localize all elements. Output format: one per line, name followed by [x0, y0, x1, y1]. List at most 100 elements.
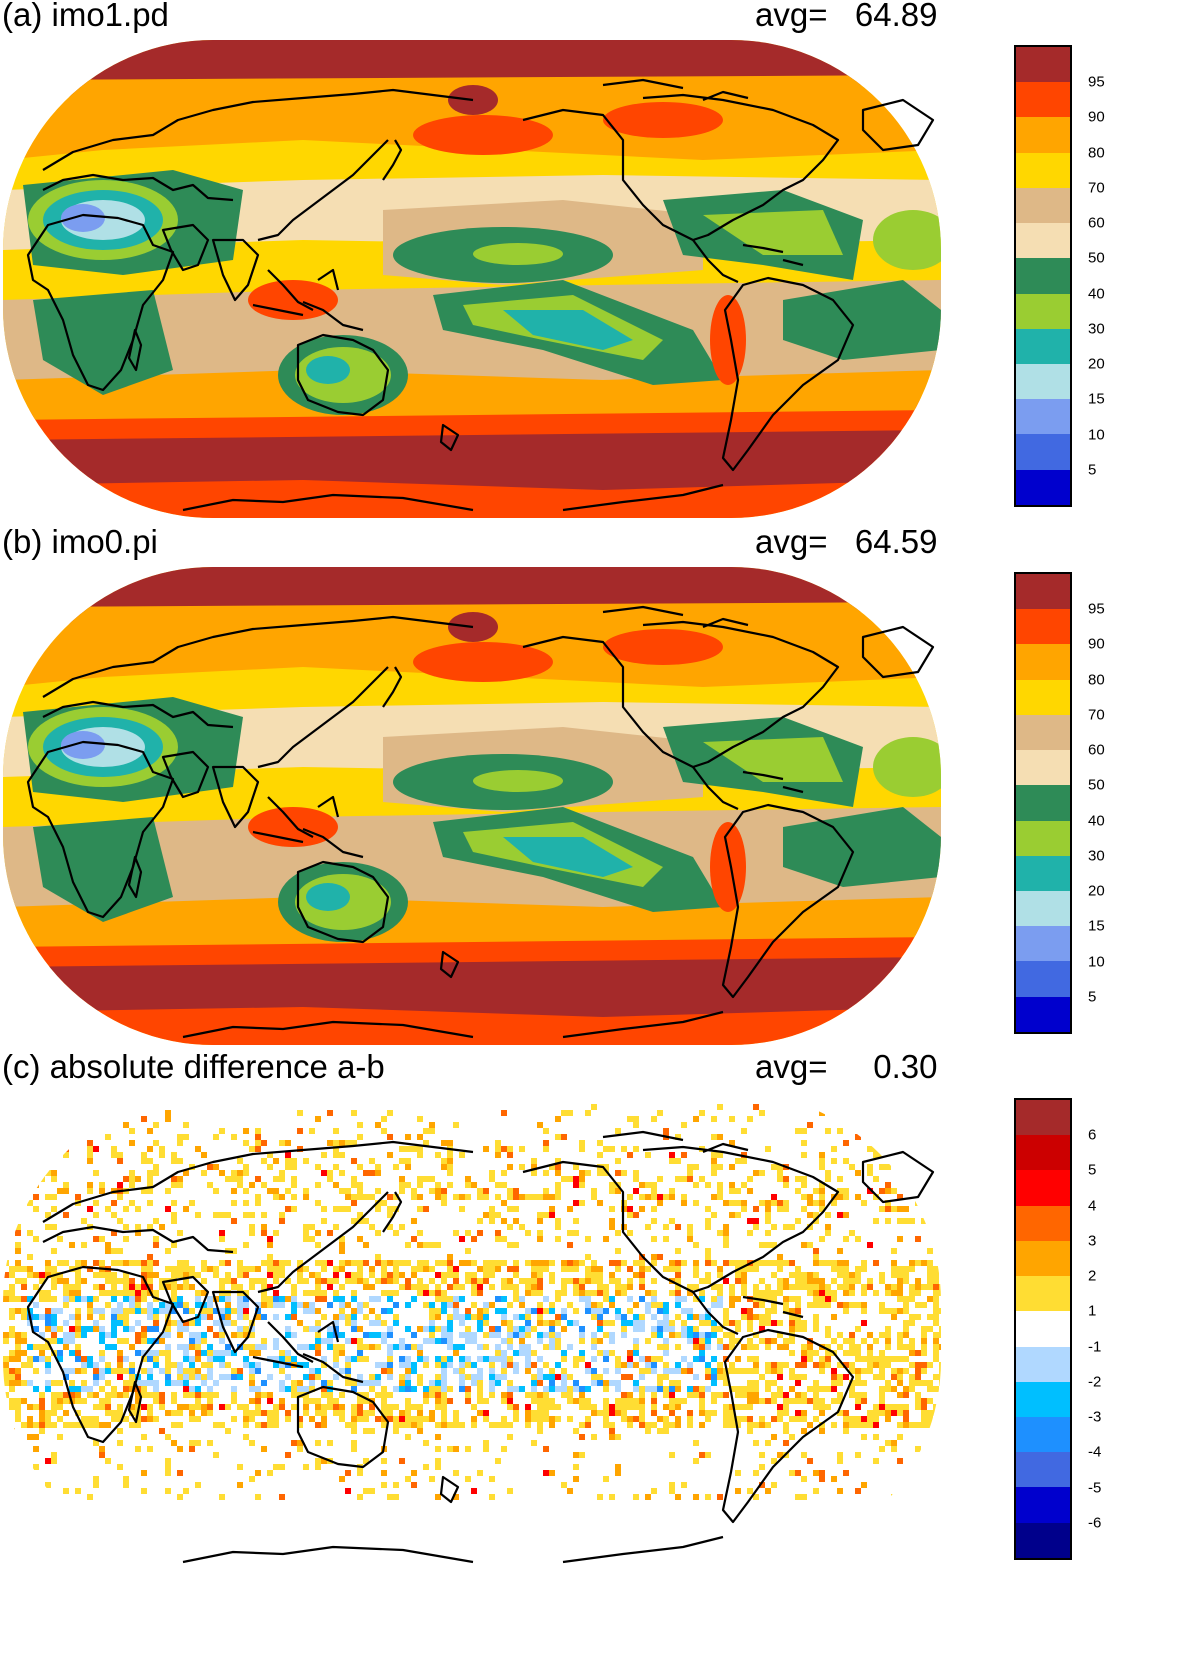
diff-cell	[147, 1380, 153, 1386]
diff-cell	[333, 1314, 339, 1320]
diff-cell	[309, 1380, 315, 1386]
diff-cell	[225, 1404, 231, 1410]
diff-cell	[927, 1416, 933, 1422]
diff-cell	[927, 1188, 933, 1194]
diff-cell	[519, 1332, 525, 1338]
diff-cell	[531, 1374, 537, 1380]
diff-cell	[819, 1356, 825, 1362]
diff-cell	[705, 1338, 711, 1344]
diff-cell	[897, 1332, 903, 1338]
diff-cell	[369, 1194, 375, 1200]
diff-cell	[855, 1278, 861, 1284]
diff-cell	[351, 1110, 357, 1116]
diff-cell	[837, 1398, 843, 1404]
diff-cell	[621, 1392, 627, 1398]
diff-cell	[561, 1326, 567, 1332]
diff-cell	[219, 1230, 225, 1236]
diff-cell	[897, 1368, 903, 1374]
diff-cell	[159, 1350, 165, 1356]
diff-cell	[795, 1362, 801, 1368]
diff-cell	[843, 1362, 849, 1368]
diff-cell	[537, 1278, 543, 1284]
diff-cell	[627, 1296, 633, 1302]
diff-cell	[111, 1212, 117, 1218]
diff-cell	[369, 1266, 375, 1272]
diff-cell	[543, 1404, 549, 1410]
diff-cell	[15, 1404, 21, 1410]
diff-cell	[477, 1392, 483, 1398]
diff-cell	[939, 1308, 941, 1314]
diff-cell	[27, 1272, 33, 1278]
diff-cell	[363, 1284, 369, 1290]
diff-cell	[87, 1146, 93, 1152]
colorbar-tick-label: 5	[1088, 988, 1097, 1006]
diff-cell	[837, 1212, 843, 1218]
diff-cell	[921, 1158, 927, 1164]
diff-cell	[747, 1338, 753, 1344]
diff-cell	[651, 1254, 657, 1260]
diff-cell	[885, 1206, 891, 1212]
coastline-segment	[42, 173, 234, 202]
diff-cell	[717, 1494, 723, 1500]
diff-cell	[765, 1440, 771, 1446]
diff-cell	[837, 1380, 843, 1386]
diff-cell	[435, 1188, 441, 1194]
diff-cell	[669, 1386, 675, 1392]
diff-cell	[129, 1290, 135, 1296]
diff-cell	[87, 1266, 93, 1272]
diff-cell	[783, 1428, 789, 1434]
diff-cell	[357, 1356, 363, 1362]
diff-cell	[657, 1326, 663, 1332]
diff-cell	[423, 1242, 429, 1248]
diff-cell	[933, 1344, 939, 1350]
diff-cell	[93, 1296, 99, 1302]
diff-cell	[717, 1338, 723, 1344]
diff-cell	[99, 1260, 105, 1266]
diff-cell	[417, 1284, 423, 1290]
diff-cell	[639, 1206, 645, 1212]
diff-cell	[669, 1332, 675, 1338]
diff-cell	[729, 1320, 735, 1326]
colorbar-c	[1014, 1098, 1072, 1560]
coastline-segment	[127, 1380, 143, 1424]
diff-cell	[597, 1410, 603, 1416]
diff-cell	[99, 1284, 105, 1290]
diff-cell	[591, 1308, 597, 1314]
diff-cell	[273, 1356, 279, 1362]
diff-cell	[75, 1326, 81, 1332]
diff-cell	[255, 1140, 261, 1146]
diff-cell	[465, 1362, 471, 1368]
diff-cell	[39, 1278, 45, 1284]
diff-cell	[573, 1182, 579, 1188]
diff-cell	[309, 1272, 315, 1278]
diff-cell	[69, 1392, 75, 1398]
diff-cell	[813, 1392, 819, 1398]
diff-cell	[399, 1362, 405, 1368]
diff-cell	[615, 1410, 621, 1416]
diff-cell	[537, 1368, 543, 1374]
diff-cell	[717, 1194, 723, 1200]
diff-cell	[453, 1278, 459, 1284]
diff-cell	[933, 1272, 939, 1278]
diff-cell	[351, 1158, 357, 1164]
diff-cell	[33, 1422, 39, 1428]
diff-cell	[531, 1260, 537, 1266]
diff-cell	[843, 1266, 849, 1272]
diff-cell	[879, 1188, 885, 1194]
diff-cell	[435, 1446, 441, 1452]
diff-cell	[51, 1392, 57, 1398]
diff-cell	[927, 1380, 933, 1386]
diff-cell	[387, 1224, 393, 1230]
diff-cell	[153, 1320, 159, 1326]
diff-cell	[555, 1188, 561, 1194]
diff-cell	[339, 1476, 345, 1482]
diff-cell	[675, 1296, 681, 1302]
diff-cell	[525, 1314, 531, 1320]
diff-cell	[303, 1308, 309, 1314]
diff-cell	[339, 1284, 345, 1290]
diff-cell	[831, 1374, 837, 1380]
diff-cell	[375, 1416, 381, 1422]
diff-cell	[723, 1422, 729, 1428]
diff-cell	[183, 1308, 189, 1314]
diff-cell	[543, 1398, 549, 1404]
